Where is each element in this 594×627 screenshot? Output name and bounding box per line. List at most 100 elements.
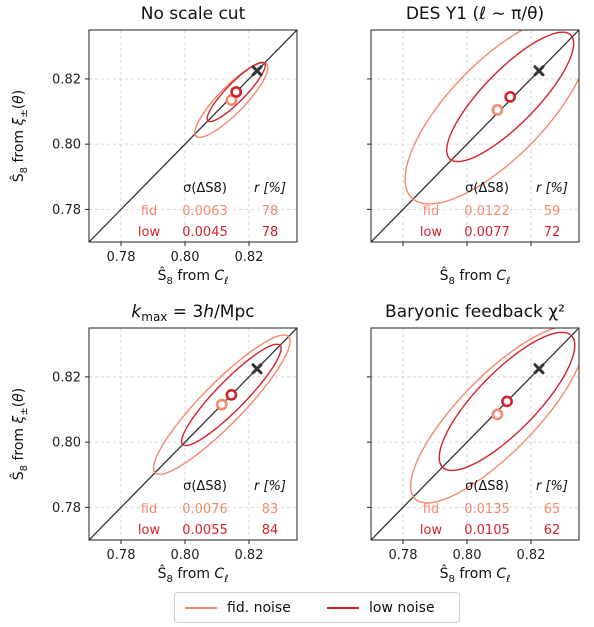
stats-header-r: r [%] xyxy=(254,181,286,196)
stats-row-label-low: low xyxy=(420,523,443,538)
truth-marker xyxy=(251,363,263,375)
panel-2: DES Y1 (ℓ ∼ π/θ) Ŝ8 from Cℓ σ(ΔS8) r [%] fid… xyxy=(367,4,580,287)
stats-r-low: 72 xyxy=(544,225,561,240)
legend-label-low: low noise xyxy=(369,600,435,616)
diagonal-line xyxy=(371,30,579,242)
ellipse-low xyxy=(446,31,575,163)
ellipse-low xyxy=(180,343,282,447)
stats-sigma-low: 0.0077 xyxy=(464,225,510,240)
stats-row-label-fid: fid xyxy=(141,204,157,219)
legend-label-fid: fid. noise xyxy=(227,600,291,616)
x-axis-label: Ŝ8 from Cℓ xyxy=(440,266,511,287)
y-tick-label: 0.78 xyxy=(52,203,81,218)
x-tick-label: 0.78 xyxy=(107,250,136,265)
diagonal-line xyxy=(89,328,297,540)
center-marker-low xyxy=(230,86,243,98)
center-marker-fid xyxy=(491,104,504,116)
center-marker-fid xyxy=(491,408,504,421)
y-axis-label: Ŝ8 from ξ±(θ) xyxy=(9,388,30,480)
stats-r-fid: 65 xyxy=(544,502,561,517)
panel-plot-area xyxy=(89,328,297,540)
x-axis-label: Ŝ8 from Cℓ xyxy=(440,564,511,585)
stats-row-label-fid: fid xyxy=(423,502,439,517)
x-tick-label: 0.80 xyxy=(171,250,200,265)
stats-row-label-fid: fid xyxy=(141,502,157,517)
ellipse-fid xyxy=(404,30,579,205)
x-axis-label: Ŝ8 from Cℓ xyxy=(158,564,229,585)
stats-r-low: 84 xyxy=(262,523,279,538)
panel-title: kmax = 3h/Mpc xyxy=(131,302,254,324)
center-marker-low xyxy=(504,90,517,103)
stats-row-label-low: low xyxy=(420,225,443,240)
stats-r-fid: 83 xyxy=(262,502,279,517)
stats-r-fid: 59 xyxy=(544,204,561,219)
stats-sigma-fid: 0.0063 xyxy=(182,204,228,219)
x-tick-label: 0.80 xyxy=(453,548,482,563)
stats-header-r: r [%] xyxy=(536,479,568,494)
panel-1: 0.78 0.80 0.82 0.78 0.80 0.82 No scale cut Ŝ8 f… xyxy=(9,4,298,287)
stats-row-label-low: low xyxy=(138,523,161,538)
stats-header-sigma: σ(ΔS8) xyxy=(465,181,509,196)
panel-title: DES Y1 (ℓ ∼ π/θ) xyxy=(406,4,544,24)
center-marker-low xyxy=(501,395,513,408)
legend-item-fid[interactable]: fid. noise xyxy=(185,600,291,616)
stats-r-fid: 78 xyxy=(262,204,279,219)
x-tick-label: 0.82 xyxy=(517,548,546,563)
x-axis-label: Ŝ8 from Cℓ xyxy=(158,266,229,287)
y-tick-label: 0.80 xyxy=(52,436,81,451)
panel-frame xyxy=(370,327,580,541)
legend: fid. noise low noise xyxy=(174,592,460,623)
center-marker-fid xyxy=(225,94,238,107)
stats-row-label-low: low xyxy=(138,225,161,240)
diagonal-line xyxy=(89,30,297,242)
panel-3: 0.78 0.80 0.82 0.78 0.80 0.82 kmax = 3h/Mpc Ŝ8 … xyxy=(9,302,298,585)
y-tick-label: 0.82 xyxy=(52,72,81,87)
stats-row-label-fid: fid xyxy=(423,204,439,219)
stats-header-r: r [%] xyxy=(536,181,568,196)
diagonal-line xyxy=(371,328,579,540)
panel-title: No scale cut xyxy=(141,4,246,24)
legend-swatch-fid xyxy=(185,607,217,609)
center-marker-fid xyxy=(215,398,228,411)
ellipse-fid xyxy=(409,328,579,504)
stats-header-sigma: σ(ΔS8) xyxy=(465,479,509,494)
panel-title: Baryonic feedback χ² xyxy=(385,302,565,322)
stats-sigma-low: 0.0055 xyxy=(182,523,228,538)
truth-marker xyxy=(533,363,545,375)
panel-plot-area xyxy=(371,30,579,242)
panel-plot-area xyxy=(89,30,297,242)
truth-marker xyxy=(251,65,263,77)
ellipse-low xyxy=(206,61,266,123)
stats-sigma-fid: 0.0135 xyxy=(464,502,510,517)
y-tick-label: 0.78 xyxy=(52,501,81,516)
legend-swatch-low xyxy=(327,607,359,609)
stats-header-sigma: σ(ΔS8) xyxy=(183,479,227,494)
truth-marker xyxy=(533,65,545,77)
x-tick-label: 0.82 xyxy=(235,250,264,265)
center-marker-low xyxy=(225,388,238,401)
x-tick-label: 0.82 xyxy=(235,548,264,563)
stats-header-sigma: σ(ΔS8) xyxy=(183,181,227,196)
stats-sigma-low: 0.0105 xyxy=(464,523,510,538)
legend-item-low[interactable]: low noise xyxy=(327,600,435,616)
x-tick-label: 0.78 xyxy=(389,548,418,563)
panel-plot-area xyxy=(371,328,579,540)
panel-frame xyxy=(370,29,580,243)
stats-r-low: 62 xyxy=(544,523,561,538)
stats-sigma-fid: 0.0122 xyxy=(464,204,510,219)
stats-header-r: r [%] xyxy=(254,479,286,494)
ellipse-fid xyxy=(152,334,291,475)
stats-sigma-low: 0.0045 xyxy=(182,225,228,240)
y-tick-label: 0.82 xyxy=(52,370,81,385)
ellipse-low xyxy=(438,331,576,472)
x-tick-label: 0.80 xyxy=(171,548,200,563)
stats-sigma-fid: 0.0076 xyxy=(182,502,228,517)
panel-frame xyxy=(88,327,298,541)
x-tick-label: 0.78 xyxy=(107,548,136,563)
panel-4: 0.78 0.80 0.82 Baryonic feedback χ² Ŝ8 from … xyxy=(367,302,580,585)
stats-r-low: 78 xyxy=(262,225,279,240)
y-axis-label: Ŝ8 from ξ±(θ) xyxy=(9,90,30,182)
panel-frame xyxy=(88,29,298,243)
y-tick-label: 0.80 xyxy=(52,138,81,153)
